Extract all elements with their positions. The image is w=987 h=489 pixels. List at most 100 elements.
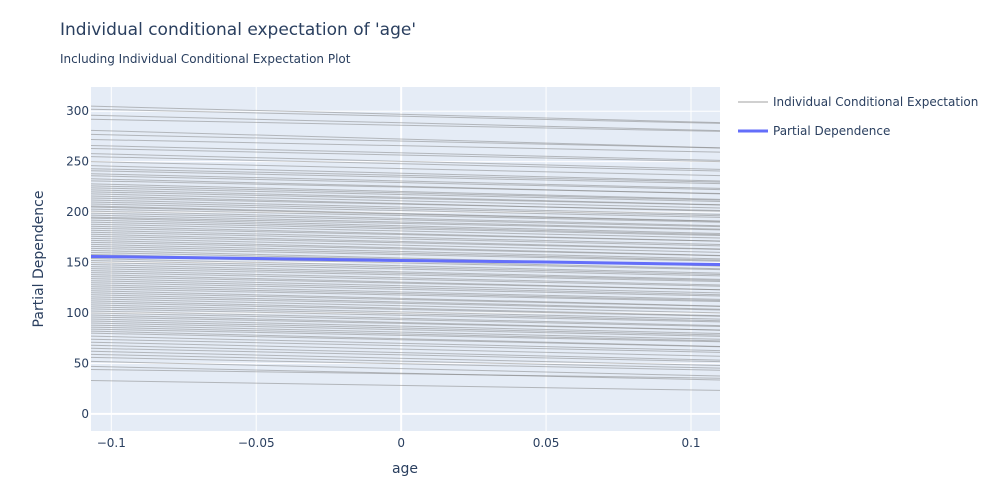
ice-line (90, 304, 721, 320)
ice-line (90, 118, 721, 132)
ice-line (90, 365, 721, 381)
y-tick-label: 300 (66, 104, 89, 118)
ice-line (90, 350, 721, 367)
ice-line (90, 356, 721, 371)
ice-line (90, 276, 721, 291)
ice-line (90, 292, 721, 307)
ice-line (90, 262, 721, 277)
ice-line (90, 344, 721, 361)
ice-line (90, 245, 721, 261)
ice-line (90, 247, 721, 262)
ice-line (90, 237, 721, 253)
ice-line (90, 306, 721, 322)
legend-pd-label[interactable]: Partial Dependence (773, 124, 890, 138)
y-tick-label: 250 (66, 155, 89, 169)
ice-line (90, 129, 721, 149)
ice-line (90, 173, 721, 189)
x-tick-label: −0.05 (238, 436, 275, 450)
ice-line (90, 138, 721, 153)
pd-series-line (90, 254, 721, 267)
x-tick-label: 0.05 (533, 436, 560, 450)
x-tick-label: −0.1 (97, 436, 126, 450)
ice-line (90, 310, 721, 327)
chart-subtitle: Including Individual Conditional Expecta… (60, 52, 351, 66)
ice-line (90, 175, 721, 191)
x-tick-label: 0.1 (681, 436, 700, 450)
ice-line (90, 264, 721, 280)
x-tick-label: 0 (397, 436, 405, 450)
ice-line (90, 189, 721, 206)
ice-line (90, 187, 721, 202)
ice-line (90, 316, 721, 331)
ice-line (90, 290, 721, 307)
ice-line (90, 326, 721, 342)
ice-line (90, 165, 721, 182)
ice-line (90, 199, 721, 215)
ice-line (90, 208, 721, 223)
ice-line (90, 353, 721, 369)
ice-line (90, 298, 721, 314)
ice-line (90, 241, 721, 257)
ice-line (90, 324, 721, 340)
y-axis-ticks: 0 50 100 150 200 250 300 (66, 104, 89, 421)
x-axis-title: age (392, 461, 418, 477)
ice-line (90, 217, 721, 234)
ice-line (90, 223, 721, 239)
ice-line (90, 231, 721, 247)
legend[interactable]: Individual Conditional Expectation Parti… (738, 95, 978, 138)
ice-line (90, 239, 721, 256)
ice-line (90, 257, 721, 274)
ice-line (90, 288, 721, 302)
ice-line (90, 229, 721, 245)
y-tick-label: 150 (66, 256, 89, 270)
ice-line (90, 368, 721, 379)
ice-line (90, 145, 721, 161)
pd-line (90, 254, 721, 267)
y-tick-label: 0 (81, 407, 89, 421)
ice-line (90, 233, 721, 250)
ice-line (90, 193, 721, 209)
y-tick-label: 200 (66, 205, 89, 219)
ice-line (90, 347, 721, 363)
ice-line (90, 201, 721, 217)
ice-line (90, 161, 721, 177)
ice-line (90, 284, 721, 300)
ice-line (90, 341, 721, 357)
ice-line (90, 221, 721, 237)
ice-line (90, 270, 721, 286)
ice-line (90, 266, 721, 281)
ice-line (90, 330, 721, 347)
ice-line (90, 212, 721, 228)
ice-line (90, 216, 721, 231)
ice-line (90, 312, 721, 328)
ice-line (90, 197, 721, 211)
ice-line (90, 156, 721, 172)
ice-line (90, 328, 721, 343)
ice-line (90, 335, 721, 352)
ice-line (90, 286, 721, 302)
legend-ice-label[interactable]: Individual Conditional Expectation (773, 95, 978, 109)
ice-line (90, 360, 721, 377)
ice-line (90, 268, 721, 282)
chart-title: Individual conditional expectation of 'a… (60, 20, 417, 40)
ice-line (90, 294, 721, 310)
y-axis-title: Partial Dependence (31, 191, 47, 328)
ice-line (90, 133, 721, 149)
ice-line (90, 168, 721, 183)
ice-line (90, 380, 721, 391)
y-tick-label: 100 (66, 306, 89, 320)
ice-line (90, 219, 721, 236)
ice-line (90, 318, 721, 334)
ice-line (90, 243, 721, 260)
ice-line (90, 105, 721, 124)
ice-line (90, 235, 721, 250)
ice-line (90, 203, 721, 218)
ice-line (90, 338, 721, 353)
ice-line (90, 308, 721, 323)
ice-line (90, 108, 721, 124)
ice-line (90, 302, 721, 317)
ice-line (90, 300, 721, 317)
ice-line (90, 260, 721, 276)
ice-line (90, 191, 721, 206)
